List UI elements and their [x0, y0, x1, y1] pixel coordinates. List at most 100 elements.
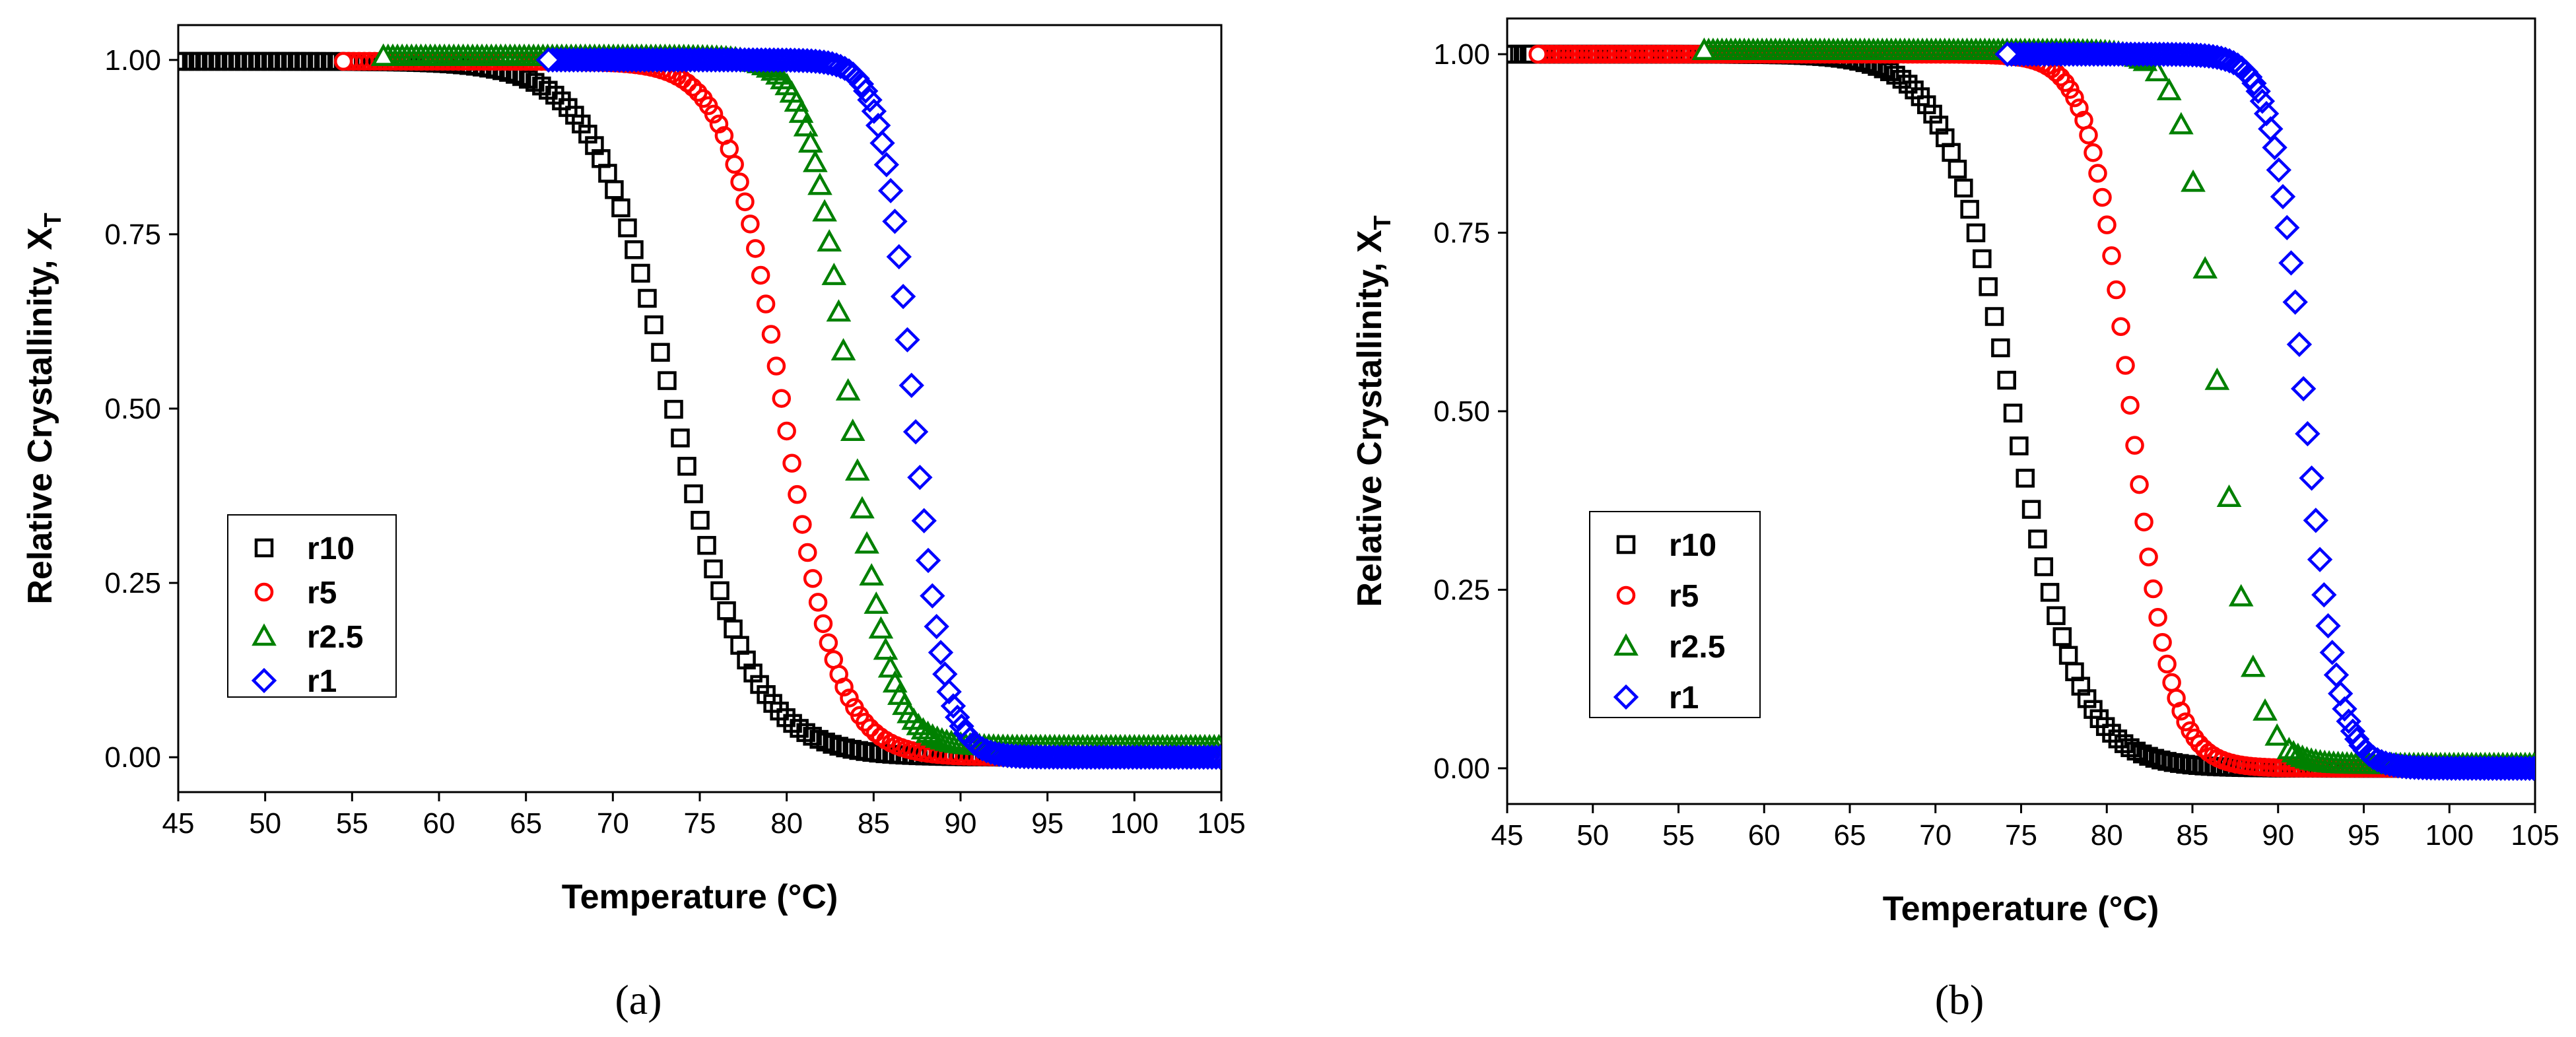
data-point — [835, 378, 861, 401]
x-tick-label: 45 — [162, 807, 195, 840]
x-tick-label: 75 — [2005, 819, 2037, 852]
data-point — [910, 717, 936, 740]
data-point — [761, 325, 781, 344]
data-point — [2003, 403, 2023, 423]
data-point — [766, 356, 786, 376]
data-point — [854, 531, 879, 554]
legend-label: r2.5 — [1669, 630, 1725, 665]
legend-marker — [252, 623, 277, 646]
x-tick-label: 85 — [858, 807, 890, 840]
data-point — [857, 87, 883, 113]
data-point — [2162, 673, 2181, 692]
data-point — [2052, 627, 2072, 646]
data-point — [877, 655, 903, 678]
data-point — [2303, 508, 2329, 533]
data-point — [2139, 747, 2158, 766]
y-axis-ticks: 0.00 0.25 0.50 0.75 1.00 — [104, 44, 178, 774]
data-point — [2169, 112, 2194, 135]
data-point — [704, 559, 723, 579]
x-tick-label: 45 — [1491, 819, 1524, 852]
x-tick-label: 95 — [1031, 807, 1064, 840]
data-point — [834, 677, 854, 697]
data-point — [1929, 116, 1949, 135]
data-point — [2311, 582, 2337, 608]
x-tick-label: 60 — [1748, 819, 1780, 852]
data-point — [845, 458, 870, 481]
x-tick-label: 50 — [249, 807, 281, 840]
data-point — [1997, 370, 2016, 390]
plot-data — [1507, 38, 2535, 782]
data-point — [2120, 395, 2140, 415]
legend-marker — [254, 538, 274, 558]
y-tick-label: 0.00 — [104, 741, 161, 774]
data-point — [877, 178, 904, 204]
data-point — [902, 418, 929, 445]
data-point — [853, 78, 879, 104]
data-point — [2319, 640, 2345, 665]
data-point — [915, 547, 941, 574]
data-point — [2077, 689, 2097, 708]
x-tick-label: 90 — [2262, 819, 2294, 852]
data-point — [821, 262, 847, 285]
data-point — [2153, 632, 2172, 652]
x-tick-label: 70 — [1919, 819, 1951, 852]
data-point — [861, 98, 887, 124]
data-point — [725, 154, 744, 174]
data-point — [813, 614, 833, 634]
y-axis-title-main: Relative Crystallinity, X — [1351, 230, 1389, 607]
data-point — [1948, 159, 1967, 179]
plot-data — [178, 43, 1221, 770]
data-point — [765, 62, 790, 85]
data-point — [2171, 702, 2190, 721]
data-point — [2278, 250, 2304, 276]
y-axis-title: Relative Crystallinity, XT — [1351, 215, 1396, 607]
x-axis-title: Temperature (°C) — [562, 878, 838, 916]
data-point — [807, 172, 832, 195]
data-point — [735, 192, 755, 211]
series-start-marker — [333, 51, 353, 71]
data-point — [2241, 654, 2266, 677]
data-point — [940, 693, 966, 719]
data-point — [2245, 79, 2271, 104]
data-point — [782, 453, 801, 473]
data-point — [2204, 367, 2230, 390]
data-point — [808, 593, 828, 612]
data-point — [2051, 67, 2070, 86]
data-point — [697, 535, 716, 555]
y-tick-label: 0.50 — [1433, 395, 1490, 428]
data-point — [671, 428, 690, 448]
data-point — [611, 198, 630, 218]
data-point — [2282, 289, 2308, 315]
data-point — [969, 736, 996, 762]
data-point — [756, 294, 776, 314]
legend-marker — [254, 582, 274, 602]
data-point — [2084, 143, 2103, 162]
data-point — [2266, 157, 2291, 183]
data-point — [1507, 44, 1517, 64]
x-axis-ticks: 45 50 55 60 65 70 75 80 85 90 95 100 105 — [162, 792, 1246, 840]
data-point — [2216, 485, 2242, 507]
data-point — [2144, 579, 2163, 599]
y-tick-label: 1.00 — [104, 44, 161, 77]
data-point — [819, 51, 845, 77]
data-point — [840, 688, 859, 708]
data-point — [920, 583, 945, 609]
data-point — [812, 199, 837, 222]
data-point — [730, 172, 749, 191]
y-axis-title: Relative Crystallinity, XT — [21, 213, 66, 604]
y-tick-label: 0.75 — [104, 218, 161, 251]
data-point — [704, 104, 724, 124]
x-tick-label: 55 — [336, 807, 368, 840]
data-point — [644, 315, 663, 335]
data-point — [2130, 475, 2149, 494]
data-point — [936, 679, 962, 705]
data-point — [868, 616, 894, 639]
data-point — [2071, 677, 2091, 696]
data-point — [859, 563, 884, 585]
data-point — [928, 640, 954, 665]
data-point — [797, 130, 823, 153]
legend-label: r10 — [1669, 528, 1716, 563]
data-point — [2065, 88, 2084, 108]
data-point — [2028, 529, 2047, 549]
data-point — [803, 149, 828, 172]
